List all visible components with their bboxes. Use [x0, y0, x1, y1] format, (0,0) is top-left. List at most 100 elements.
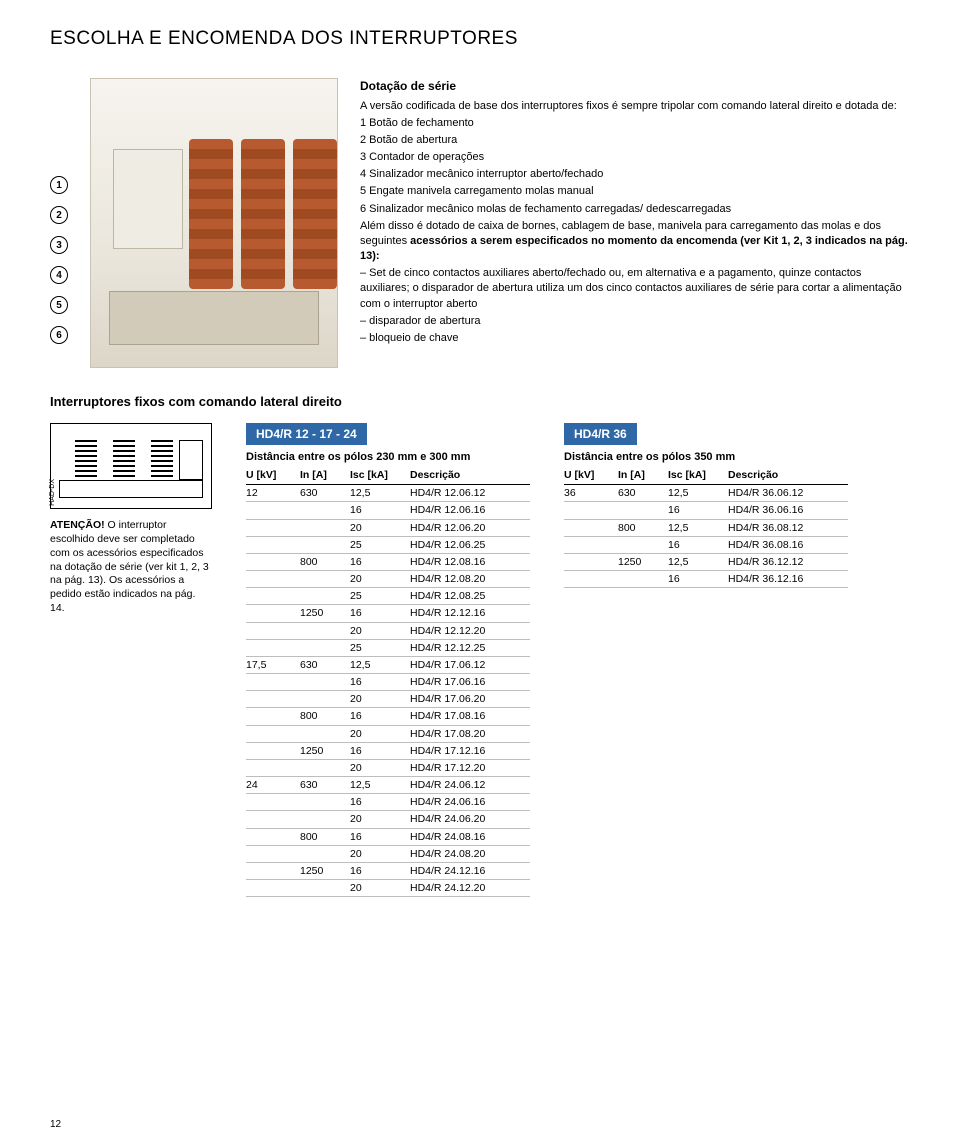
t1-cell: 16 [350, 674, 410, 691]
t2-cell [564, 536, 618, 553]
t1-cell: HD4/R 17.12.16 [410, 742, 530, 759]
t1-cell: 16 [350, 742, 410, 759]
t2-cell [618, 502, 668, 519]
description-column: Dotação de série A versão codificada de … [360, 78, 910, 368]
t1-row: 80016HD4/R 12.08.16 [246, 553, 530, 570]
t1-cell: 20 [350, 880, 410, 897]
top-row: 123456 Dotação de série A versão codific… [50, 78, 910, 368]
desc-item-6: 6 Sinalizador mecânico molas de fechamen… [360, 202, 910, 217]
t2-cell: 1250 [618, 553, 668, 570]
t1-row: 20HD4/R 12.08.20 [246, 571, 530, 588]
t1-cell [246, 519, 300, 536]
t2-cell [564, 553, 618, 570]
t2-row: 80012,5HD4/R 36.08.12 [564, 519, 848, 536]
t1-row: 20HD4/R 12.06.20 [246, 519, 530, 536]
desc-bullet-2: – disparador de abertura [360, 314, 910, 329]
t1-cell: 16 [350, 862, 410, 879]
t1-row: 125016HD4/R 24.12.16 [246, 862, 530, 879]
t1-row: 20HD4/R 24.12.20 [246, 880, 530, 897]
t2-row: 16HD4/R 36.12.16 [564, 571, 848, 588]
t1-cell: HD4/R 12.06.16 [410, 502, 530, 519]
t1-cell [246, 674, 300, 691]
t2-cell [564, 502, 618, 519]
t1-cell [246, 862, 300, 879]
t1-cell: HD4/R 24.12.20 [410, 880, 530, 897]
t1-cell [246, 588, 300, 605]
t1-cell: 12,5 [350, 656, 410, 673]
t1-cell [246, 725, 300, 742]
table1-caption: Distância entre os pólos 230 mm e 300 mm [246, 451, 530, 463]
t1-cell: 1250 [300, 742, 350, 759]
t1-row: 125016HD4/R 12.12.16 [246, 605, 530, 622]
icon-label: HAD-DX [49, 479, 56, 506]
desc-para2: Além disso é dotado de caixa de bornes, … [360, 219, 910, 265]
t1-cell [300, 691, 350, 708]
t1-cell: HD4/R 17.08.20 [410, 725, 530, 742]
t1-cell [300, 622, 350, 639]
desc-para2b: acessórios a serem especificados no mome… [360, 235, 908, 262]
t1-cell: 630 [300, 485, 350, 502]
t1-cell [246, 571, 300, 588]
t1-cell: HD4/R 12.06.12 [410, 485, 530, 502]
t1-cell: HD4/R 12.06.20 [410, 519, 530, 536]
table-block-2: HD4/R 36 Distância entre os pólos 350 mm… [564, 423, 848, 588]
t2-cell: HD4/R 36.12.12 [728, 553, 848, 570]
table-block-1: HD4/R 12 - 17 - 24 Distância entre os pó… [246, 423, 530, 897]
callout-5: 5 [50, 296, 68, 314]
t2-cell: 630 [618, 485, 668, 502]
t1-cell: HD4/R 17.08.16 [410, 708, 530, 725]
t2-cell: 16 [668, 502, 728, 519]
t1-cell [300, 519, 350, 536]
t1-row: 20HD4/R 12.12.20 [246, 622, 530, 639]
t1-cell: 16 [350, 708, 410, 725]
t1-cell: HD4/R 12.08.20 [410, 571, 530, 588]
desc-item-3: 3 Contador de operações [360, 150, 910, 165]
callout-1: 1 [50, 176, 68, 194]
t1-header-3: Descrição [410, 466, 530, 485]
t2-cell: HD4/R 36.06.12 [728, 485, 848, 502]
t1-row: 20HD4/R 17.06.20 [246, 691, 530, 708]
desc-item-1: 1 Botão de fechamento [360, 116, 910, 131]
t2-cell: HD4/R 36.08.12 [728, 519, 848, 536]
t2-cell: 16 [668, 571, 728, 588]
t1-row: 20HD4/R 24.06.20 [246, 811, 530, 828]
tables-row: HAD-DX ATENÇÃO! O interruptor escolhido … [50, 423, 910, 897]
desc-item-2: 2 Botão de abertura [360, 133, 910, 148]
attention-note: ATENÇÃO! O interruptor escolhido deve se… [50, 519, 212, 616]
table2-badge: HD4/R 36 [564, 423, 637, 445]
t1-cell: 25 [350, 639, 410, 656]
t1-cell: 20 [350, 845, 410, 862]
t1-cell [300, 502, 350, 519]
t1-row: 20HD4/R 17.12.20 [246, 759, 530, 776]
t1-cell: HD4/R 24.08.20 [410, 845, 530, 862]
t1-cell [300, 811, 350, 828]
t1-cell [246, 691, 300, 708]
t1-cell [300, 759, 350, 776]
t1-cell [246, 536, 300, 553]
t1-header-2: Isc [kA] [350, 466, 410, 485]
t1-cell: 20 [350, 759, 410, 776]
t2-cell [564, 519, 618, 536]
t1-row: 16HD4/R 24.06.16 [246, 794, 530, 811]
t1-cell: 630 [300, 656, 350, 673]
t1-cell: 800 [300, 828, 350, 845]
note-bold: ATENÇÃO! [50, 519, 105, 531]
t1-row: 25HD4/R 12.06.25 [246, 536, 530, 553]
t1-cell: 17,5 [246, 656, 300, 673]
t2-row: 16HD4/R 36.08.16 [564, 536, 848, 553]
t1-row: 25HD4/R 12.08.25 [246, 588, 530, 605]
t1-cell [246, 605, 300, 622]
t1-cell [246, 639, 300, 656]
t1-cell: 20 [350, 519, 410, 536]
t1-cell: 630 [300, 777, 350, 794]
table2-caption: Distância entre os pólos 350 mm [564, 451, 848, 463]
t1-cell: 20 [350, 725, 410, 742]
t1-cell: 12 [246, 485, 300, 502]
t1-cell [246, 502, 300, 519]
t1-cell [300, 536, 350, 553]
t1-cell: HD4/R 12.08.25 [410, 588, 530, 605]
t1-cell [246, 845, 300, 862]
t1-cell: 16 [350, 605, 410, 622]
t1-cell [300, 794, 350, 811]
t2-cell [618, 536, 668, 553]
